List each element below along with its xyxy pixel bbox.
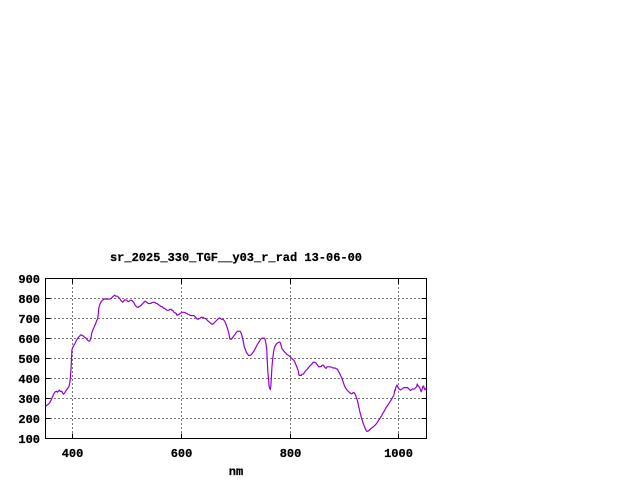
svg-text:400: 400 <box>18 373 40 387</box>
svg-text:300: 300 <box>18 393 40 407</box>
svg-text:100: 100 <box>18 433 40 447</box>
svg-text:800: 800 <box>280 447 302 461</box>
svg-text:800: 800 <box>18 293 40 307</box>
svg-text:sr_2025_330_TGF__y03_r_rad 13-: sr_2025_330_TGF__y03_r_rad 13-06-00 <box>110 251 362 265</box>
svg-text:700: 700 <box>18 313 40 327</box>
svg-text:200: 200 <box>18 413 40 427</box>
svg-text:600: 600 <box>18 333 40 347</box>
svg-text:600: 600 <box>171 447 193 461</box>
svg-text:900: 900 <box>18 273 40 287</box>
svg-text:nm: nm <box>229 465 243 479</box>
svg-text:400: 400 <box>62 447 84 461</box>
svg-text:1000: 1000 <box>384 447 413 461</box>
svg-text:500: 500 <box>18 353 40 367</box>
